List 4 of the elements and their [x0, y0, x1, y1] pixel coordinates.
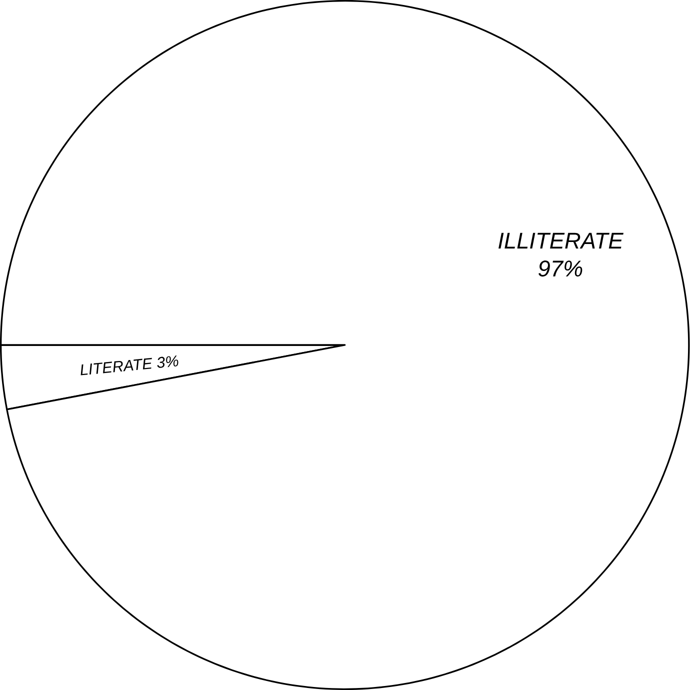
data-label: 3%: [157, 356, 178, 368]
data-label: 97%: [538, 260, 582, 277]
slice-label: ILLITERATE: [498, 232, 624, 249]
slice-label: LITERATE: [80, 358, 152, 376]
